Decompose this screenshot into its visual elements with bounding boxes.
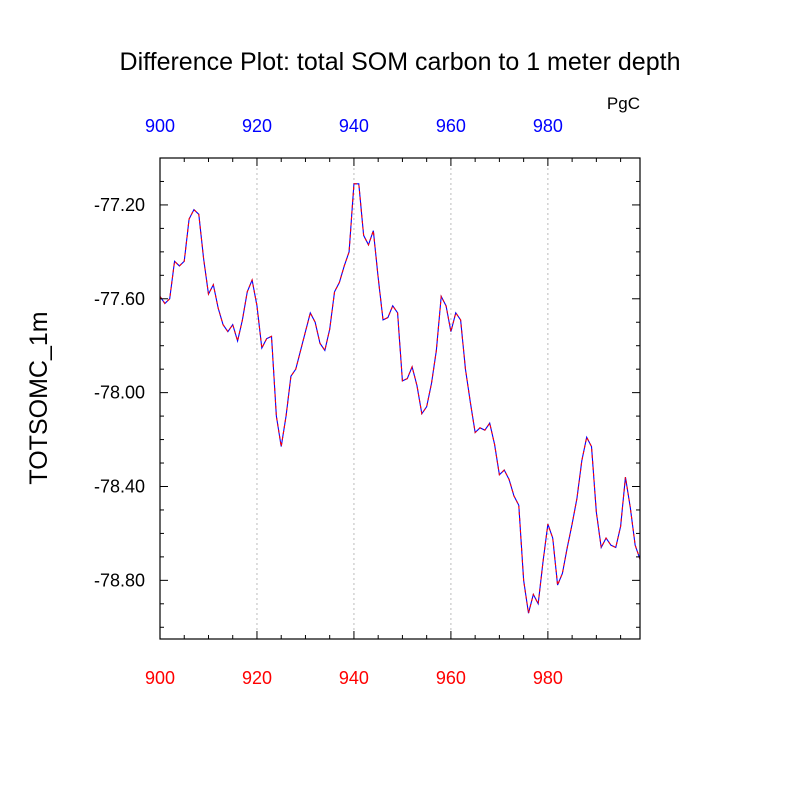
- chart-title: Difference Plot: total SOM carbon to 1 m…: [120, 48, 681, 76]
- x-tick-label-bottom: 960: [436, 668, 466, 688]
- axes-layer: [159, 157, 641, 640]
- y-tick-label: -77.20: [94, 195, 145, 215]
- series-line-0: [159, 183, 641, 614]
- grid-layer: [256, 158, 549, 639]
- x-tick-label-top: 900: [145, 116, 175, 136]
- y-tick-label: -77.60: [94, 289, 145, 309]
- y-tick-label: -78.80: [94, 570, 145, 590]
- series-line-overlay-0: [159, 183, 641, 614]
- y-tick-label: -78.40: [94, 476, 145, 496]
- x-tick-label-top: 960: [436, 116, 466, 136]
- series-layer: [159, 183, 641, 614]
- x-tick-label-bottom: 900: [145, 668, 175, 688]
- x-tick-label-bottom: 920: [242, 668, 272, 688]
- x-tick-label-bottom: 980: [533, 668, 563, 688]
- x-tick-label-top: 940: [339, 116, 369, 136]
- labels-layer: 900 920 940 960 980 900 920 940 960 980 -77.20 -77.…: [94, 116, 563, 688]
- units-label: PgC: [607, 94, 640, 113]
- x-tick-label-bottom: 940: [339, 668, 369, 688]
- x-tick-label-top: 980: [533, 116, 563, 136]
- y-tick-label: -78.00: [94, 383, 145, 403]
- x-tick-label-top: 920: [242, 116, 272, 136]
- y-axis-label: TOTSOMC_1m: [25, 311, 53, 484]
- plot-frame: [159, 157, 641, 640]
